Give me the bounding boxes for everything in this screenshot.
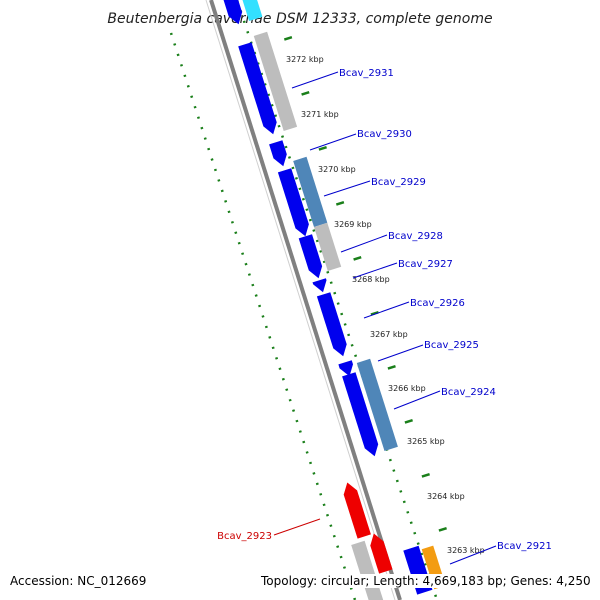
rna-gene[interactable]: [370, 533, 393, 574]
outer-ruler-line: [169, 32, 357, 600]
ruler-tick: [370, 311, 379, 316]
ruler-labels: 3272 kbp 3271 kbp 3270 kbp 3269 kbp 3268…: [286, 55, 485, 555]
leader-line: [363, 301, 410, 319]
ruler-label: 3264 kbp: [427, 492, 465, 501]
ruler-tick: [335, 201, 345, 206]
genome-backbone-shadow: [205, 0, 396, 600]
reverse-cds-gene[interactable]: [314, 222, 342, 271]
gene-label[interactable]: Bcav_2930: [357, 129, 412, 140]
ruler-ticks: [283, 36, 447, 532]
leader-line: [273, 518, 321, 536]
ruler-tick: [404, 419, 413, 424]
ruler-tick: [438, 527, 447, 532]
forward-cds-gene[interactable]: [238, 42, 277, 135]
forward-cds-gene[interactable]: [312, 278, 327, 293]
ruler-tick: [353, 256, 362, 261]
ruler-label: 3268 kbp: [352, 275, 390, 284]
leader-line: [377, 344, 424, 362]
gene-label[interactable]: Bcav_2931: [339, 68, 394, 79]
leader-line: [449, 545, 497, 565]
ruler-tick: [387, 365, 396, 370]
reverse-cds-gene[interactable]: [293, 156, 328, 227]
ruler-label: 3266 kbp: [388, 384, 426, 393]
gene-label[interactable]: Bcav_2921: [497, 541, 552, 552]
reverse-cds-gene[interactable]: [253, 31, 298, 131]
genome-backbone: [209, 0, 402, 600]
gene-track: [219, 0, 446, 600]
ruler-label: 3270 kbp: [318, 165, 356, 174]
gene-labels: Bcav_2931 Bcav_2930 Bcav_2929 Bcav_2928 …: [217, 68, 552, 552]
inner-ruler-line: [235, 0, 439, 600]
forward-cds-gene[interactable]: [298, 234, 323, 279]
rna-gene[interactable]: [343, 482, 371, 539]
gene-leader-lines: [273, 71, 497, 565]
ruler-tick: [421, 473, 430, 478]
genome-title: Beutenbergia cavernae DSM 12333, complet…: [107, 11, 492, 27]
ruler-label: 3271 kbp: [301, 110, 339, 119]
forward-cds-gene[interactable]: [219, 0, 243, 25]
ruler-tick: [301, 91, 310, 96]
forward-cds-gene[interactable]: [316, 292, 347, 357]
gene-label[interactable]: Bcav_2928: [388, 231, 443, 242]
ruler-label: 3269 kbp: [334, 220, 372, 229]
accession-text: Accession: NC_012669: [8, 574, 149, 588]
ruler-tick: [318, 146, 327, 151]
leader-line: [352, 262, 398, 279]
gene-label[interactable]: Bcav_2926: [410, 298, 465, 309]
forward-cds-gene[interactable]: [338, 360, 353, 377]
gene-label[interactable]: Bcav_2929: [371, 177, 426, 188]
leader-line: [291, 71, 339, 89]
ruler-tick: [283, 36, 293, 41]
ruler-label: 3263 kbp: [447, 546, 485, 555]
forward-cds-gene[interactable]: [342, 372, 379, 457]
forward-cds-gene[interactable]: [269, 140, 287, 167]
ruler-label: 3265 kbp: [407, 437, 445, 446]
gene-label[interactable]: Bcav_2927: [398, 259, 453, 270]
gene-label[interactable]: Bcav_2924: [441, 387, 496, 398]
ruler-label: 3272 kbp: [286, 55, 324, 64]
leader-line: [309, 133, 357, 151]
ruler-label: 3267 kbp: [370, 330, 408, 339]
forward-cds-gene[interactable]: [277, 168, 309, 237]
leader-line: [323, 180, 371, 197]
leader-line: [340, 234, 388, 253]
reverse-cds-gene[interactable]: [356, 358, 398, 451]
gene-label[interactable]: Bcav_2923: [217, 531, 272, 542]
reverse-cds-gene[interactable]: [237, 0, 263, 21]
topology-text: Topology: circular; Length: 4,669,183 bp…: [259, 574, 593, 588]
leader-line: [393, 390, 441, 410]
gene-label[interactable]: Bcav_2925: [424, 340, 479, 351]
